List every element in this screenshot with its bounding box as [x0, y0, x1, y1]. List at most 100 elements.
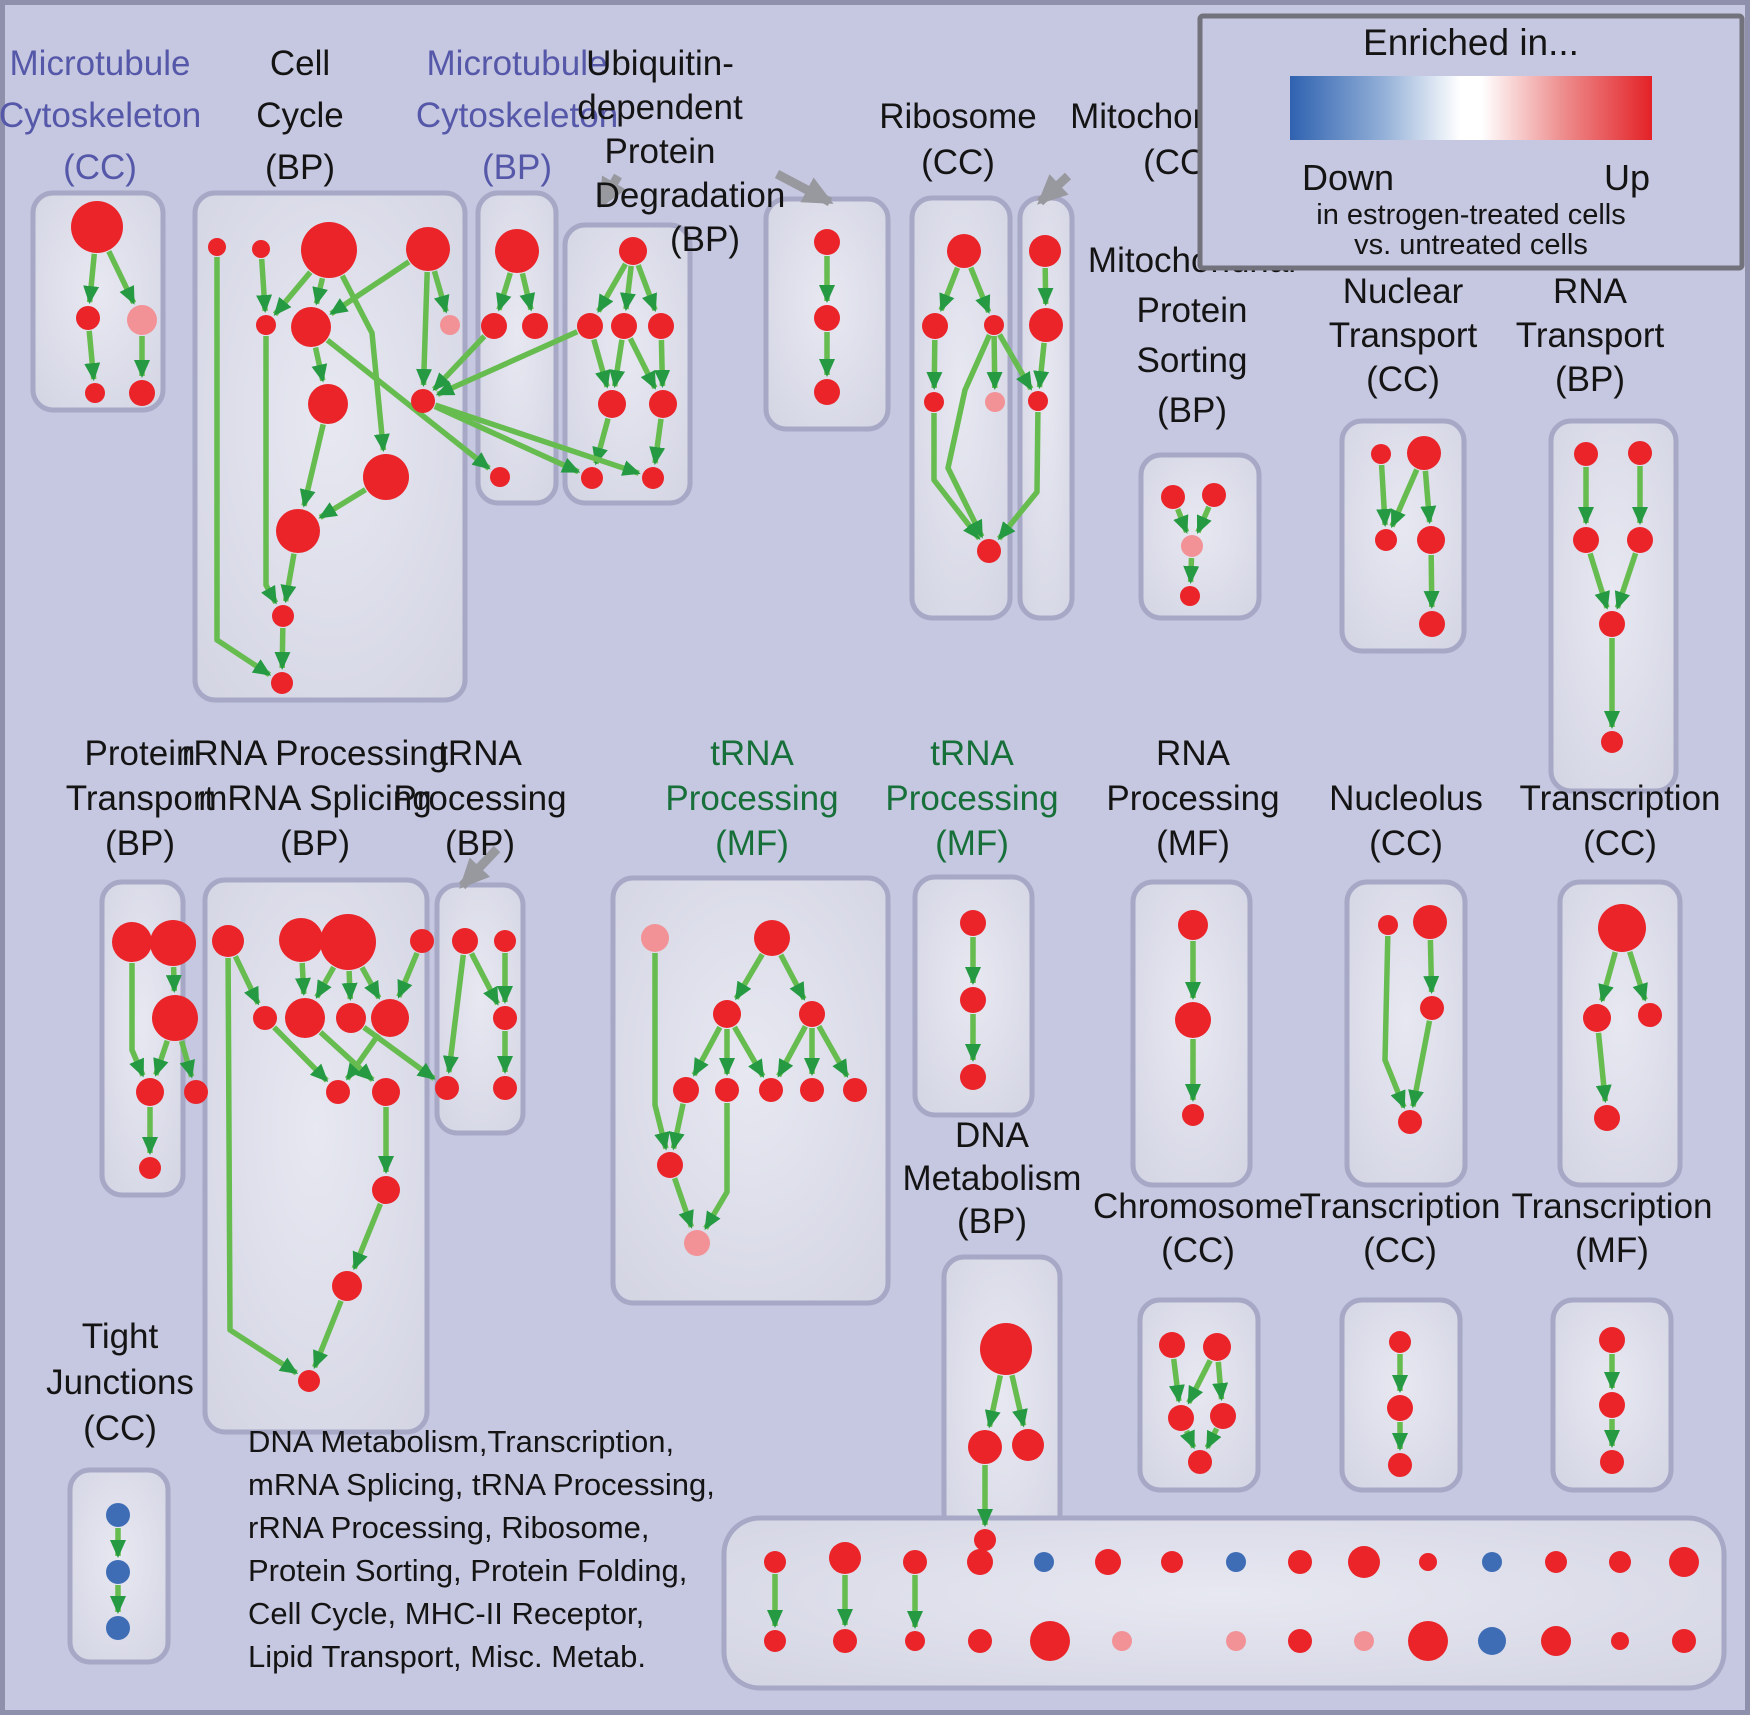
ubiq1-node-6 [581, 467, 603, 489]
nucleolus-node-2 [1420, 996, 1444, 1020]
trans_mf_b-node-2 [1600, 1450, 1624, 1474]
go-edge-arrow [84, 330, 101, 382]
go-edge-arrow [312, 1299, 344, 1369]
nuclear-node-0 [1371, 444, 1391, 464]
trans_cc_b-label: (CC) [1363, 1231, 1437, 1270]
go-edge-arrow [225, 957, 299, 1376]
go-edge-arrow [649, 418, 666, 466]
rrna-node-1 [279, 918, 323, 962]
tight_junctions-node-0 [106, 1503, 130, 1527]
dna_metab-label: Metabolism [903, 1159, 1082, 1198]
mt_cc-node-1 [76, 306, 100, 330]
chromosome-node-3 [1210, 1403, 1236, 1429]
tight_junctions-label: Junctions [46, 1363, 194, 1402]
protein_transport-label: (BP) [105, 824, 175, 863]
mt_cc-node-3 [85, 383, 105, 403]
trans_cc_b-node-2 [1388, 1453, 1412, 1477]
protein_transport-node-0 [112, 922, 152, 962]
rrna-label: (BP) [280, 824, 350, 863]
go-edge-arrow [635, 264, 658, 312]
rna_transport-label: Transport [1516, 316, 1665, 355]
nucleolus-node-3 [1398, 1110, 1422, 1134]
misc_box-node-3 [833, 1629, 857, 1653]
trna_mf_small-node-1 [960, 987, 986, 1013]
nuclear-node-4 [1419, 611, 1445, 637]
cell_cycle-node-3 [406, 227, 450, 271]
ubiq1-node-5 [649, 390, 677, 418]
go-edge-arrow [311, 346, 328, 383]
go-edge-arrow [691, 1025, 723, 1077]
go-edge-arrow [341, 970, 358, 1001]
trans_cc_mid-node-0 [1598, 904, 1646, 952]
trna_bp-node-0 [452, 928, 478, 954]
nucleolus-label: Nucleolus [1329, 779, 1483, 818]
trans_cc_b-label: Transcription [1300, 1187, 1501, 1226]
rna_proc_mf-node-0 [1178, 910, 1208, 940]
chromosome-label: Chromosome [1093, 1187, 1303, 1226]
rna_transport-node-5 [1601, 731, 1623, 753]
go-edge-arrow [591, 338, 611, 389]
go-edge-arrow [816, 1024, 850, 1078]
misc_box-node-10 [1226, 1552, 1246, 1572]
protein_transport-node-2 [152, 995, 198, 1041]
sorting-node-3 [1180, 586, 1200, 606]
trans_cc_mid-node-1 [1583, 1004, 1611, 1032]
misc_box-box [721, 1515, 1727, 1691]
ubiq1-node-7 [642, 467, 664, 489]
go-edge-arrow [344, 1032, 381, 1081]
trna_mf_small-node-0 [960, 910, 986, 936]
trna_mf_small-label: (MF) [935, 824, 1009, 863]
cell_cycle-node-12 [271, 672, 293, 694]
nuclear-node-3 [1417, 526, 1445, 554]
rna_proc_mf-node-2 [1182, 1104, 1204, 1126]
go-edge-arrow [1009, 1374, 1028, 1428]
misc_box-node-25 [1478, 1627, 1506, 1655]
cell_cycle-node-5 [291, 307, 331, 347]
ubiq1-box [562, 222, 693, 506]
go-edge-arrow [654, 339, 671, 388]
go-edge-arrow [1420, 470, 1437, 525]
trans_cc_mid-node-2 [1638, 1003, 1662, 1027]
go-edge-arrow [435, 329, 579, 397]
ribosome-node-5 [977, 539, 1001, 563]
sorting-label: Sorting [1137, 341, 1248, 380]
dna_metab-label: (BP) [957, 1202, 1027, 1241]
trna_mf_big-label: (MF) [715, 824, 789, 863]
mt_cc-label: Cytoskeleton [0, 96, 201, 135]
misc_box-node-13 [1419, 1553, 1437, 1571]
cell_cycle-node-1 [252, 240, 270, 258]
trna_mf_big-node-8 [843, 1078, 867, 1102]
mt_cc-node-2 [127, 305, 157, 335]
misc_box-node-1 [764, 1630, 786, 1652]
misc_box-node-8 [1095, 1549, 1121, 1575]
sorting-label: (BP) [1157, 391, 1227, 430]
go-edge-arrow [703, 1103, 730, 1231]
mt_cc-label: (CC) [63, 148, 137, 187]
nuclear-label: Nuclear [1343, 272, 1464, 311]
ribosome-node-1 [922, 313, 948, 339]
trans_cc_b-node-1 [1387, 1395, 1413, 1421]
trans_cc_mid-node-3 [1594, 1105, 1620, 1131]
go-edge-arrow [165, 966, 182, 993]
trna_mf_big-node-1 [754, 920, 790, 956]
mt_bp-node-3 [490, 467, 510, 487]
go-edge-arrow [1598, 951, 1618, 1003]
go-edge-arrow [433, 403, 581, 475]
misc_box-node-2 [829, 1542, 861, 1574]
trna_bp-node-3 [435, 1076, 459, 1100]
label-layer: Microtubule Cytoskeleton (CC) Cell Cycle (BP)… [0, 44, 1721, 1674]
protein_transport-node-3 [136, 1078, 164, 1106]
misc-cluster-list-text: rRNA Processing, Ribosome, [248, 1510, 649, 1545]
cell_cycle-node-9 [276, 509, 320, 553]
cell_cycle-label: (BP) [265, 148, 335, 187]
rrna-node-0 [212, 925, 244, 957]
trna_mf_small-label: Processing [885, 779, 1058, 818]
rna_transport-node-2 [1573, 527, 1599, 553]
go-edge-arrow [496, 272, 513, 312]
misc_box-node-14 [1482, 1552, 1502, 1572]
mt_bp-node-1 [481, 313, 507, 339]
ubiq1-node-2 [611, 313, 637, 339]
chromosome-node-4 [1188, 1450, 1212, 1474]
rrna-label: rRNA Processing [182, 734, 448, 773]
